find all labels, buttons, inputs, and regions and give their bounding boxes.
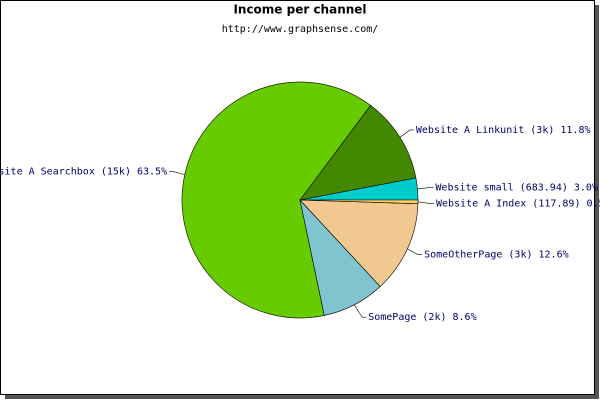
leader-line (169, 171, 185, 175)
slice-label: SomeOtherPage (3k) 12.6% (424, 250, 569, 261)
chart-subtitle: http://www.graphsense.com/ (222, 24, 379, 35)
leader-line (353, 304, 367, 318)
pie-slice (181, 81, 371, 319)
leader-line (407, 248, 423, 255)
slice-label: Website A Searchbox (15k) 63.5% (0, 167, 167, 178)
slice-label: Website A Index (117.89) 0.5% (436, 199, 600, 210)
slice-label: SomePage (2k) 8.6% (368, 312, 476, 323)
pie-slice (299, 199, 419, 287)
leader-line (417, 201, 434, 204)
chart-title: Income per channel (233, 3, 366, 17)
slice-label: Website A Linkunit (3k) 11.8% (416, 125, 591, 136)
slice-label: Website small (683.94) 3.0% (435, 183, 598, 194)
leader-line (417, 187, 434, 190)
leader-line (399, 129, 414, 138)
